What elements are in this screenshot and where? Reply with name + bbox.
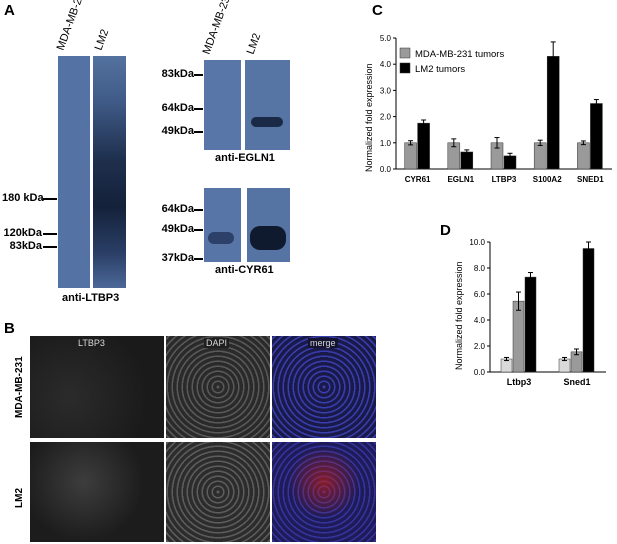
- y-tick-label: 3.0: [380, 86, 392, 95]
- panel-d-letter: D: [440, 222, 451, 239]
- egln1-blot-caption: anti-EGLN1: [215, 152, 275, 164]
- legend-swatch: [399, 62, 411, 74]
- panel-a-letter: A: [4, 2, 15, 19]
- egln1-marker-49: 49kDa: [161, 125, 194, 137]
- category-label: S100A2: [533, 175, 562, 184]
- ltbp3-lane-label-mda: MDA-MB-231: [54, 0, 89, 53]
- ltbp3-marker-83: 83kDa: [9, 240, 42, 252]
- y-tick-label: 5.0: [380, 34, 392, 43]
- cyr61-marker-37: 37kDa: [161, 252, 194, 264]
- cyr61-marker-64: 64kDa: [161, 203, 194, 215]
- y-tick-label: 0.0: [474, 368, 486, 377]
- egln1-blot-lane-lm2: [245, 60, 290, 150]
- chart-c: Normalized fold expression 0.0 1.0 2.0 3.0 4…: [364, 34, 612, 184]
- cyr61-band-mda: [208, 232, 234, 244]
- micro-ltbp3-mda: LTBP3: [30, 336, 164, 438]
- micro-dapi-lm2: [166, 442, 270, 542]
- cyr61-marker-tick-37: [194, 258, 203, 260]
- category-label: Sned1: [563, 377, 590, 387]
- y-tick-label: 0.0: [380, 165, 392, 174]
- panel-b-letter: B: [4, 320, 15, 337]
- y-tick-label: 10.0: [469, 238, 485, 247]
- chart-d-ylabel: Normalized fold expression: [454, 261, 464, 370]
- chart-c-ylabel: Normalized fold expression: [364, 63, 374, 172]
- legend-label: MDA-MB-231 tumors: [415, 49, 504, 60]
- ltbp3-blot-caption: anti-LTBP3: [62, 292, 120, 304]
- bar: [417, 122, 430, 170]
- y-tick-label: 2.0: [380, 113, 392, 122]
- bar: [577, 142, 590, 170]
- y-tick-label: 4.0: [474, 316, 486, 325]
- cyr61-blot-lane-mda: [204, 188, 241, 262]
- category-label: SNED1: [577, 175, 604, 184]
- micro-merge-lm2: [272, 442, 376, 542]
- egln1-band: [251, 117, 283, 127]
- category-label: CYR61: [405, 175, 431, 184]
- legend-label: LM2 tumors: [415, 64, 465, 75]
- category-label: EGLN1: [447, 175, 474, 184]
- y-tick-label: 4.0: [380, 60, 392, 69]
- cyr61-marker-tick-49: [194, 229, 203, 231]
- bar: [512, 300, 525, 373]
- bar: [524, 276, 537, 373]
- egln1-marker-83: 83kDa: [161, 68, 194, 80]
- y-tick-label: 2.0: [474, 342, 486, 351]
- micro-row-label-mda: MDA-MB-231: [14, 356, 25, 418]
- egln1-lane-label-mda: MDA-MB-231: [200, 0, 235, 57]
- egln1-lane-label-lm2: LM2: [244, 31, 264, 56]
- bar: [533, 142, 547, 170]
- legend-swatch: [399, 47, 411, 59]
- panel-c-letter: C: [372, 2, 383, 19]
- category-label: LTBP3: [492, 175, 517, 184]
- micro-row-label-lm2: LM2: [14, 488, 25, 508]
- y-tick-label: 6.0: [474, 290, 486, 299]
- bar: [590, 103, 603, 170]
- micro-col-label-ltbp3: LTBP3: [78, 338, 105, 348]
- bar: [546, 56, 560, 170]
- bar: [404, 142, 417, 170]
- micro-col-label-merge: merge: [308, 338, 338, 348]
- egln1-blot-lane-mda: [204, 60, 241, 150]
- y-tick-label: 1.0: [380, 139, 392, 148]
- cyr61-band-lm2: [250, 226, 286, 250]
- chart-d: Normalized fold expression 0.0 2.0 4.0 6.0 8…: [454, 238, 606, 387]
- bar: [582, 248, 595, 373]
- ltbp3-marker-180: 180 kDa: [2, 192, 44, 204]
- cyr61-blot-caption: anti-CYR61: [215, 264, 274, 276]
- micro-merge-mda: merge: [272, 336, 376, 438]
- egln1-marker-64: 64kDa: [161, 102, 194, 114]
- y-tick-label: 8.0: [474, 264, 486, 273]
- category-label: Ltbp3: [507, 377, 532, 387]
- cyr61-blot-lane-lm2: [247, 188, 290, 262]
- ltbp3-blot-lane-mda: [58, 56, 90, 288]
- egln1-marker-tick-83: [194, 74, 203, 76]
- micro-col-label-dapi: DAPI: [204, 338, 230, 348]
- ltbp3-marker-120: 120kDa: [3, 227, 42, 239]
- ltbp3-marker-tick-180: [43, 198, 57, 200]
- ltbp3-lane-label-lm2: LM2: [92, 27, 112, 52]
- egln1-marker-tick-49: [194, 131, 203, 133]
- egln1-marker-tick-64: [194, 108, 203, 110]
- ltbp3-marker-tick-120: [43, 233, 57, 235]
- cyr61-marker-49: 49kDa: [161, 223, 194, 235]
- micro-ltbp3-lm2: [30, 442, 164, 542]
- cyr61-marker-tick-64: [194, 209, 203, 211]
- ltbp3-marker-tick-83: [43, 246, 57, 248]
- ltbp3-blot-lane-lm2: [93, 56, 126, 288]
- micro-dapi-mda: DAPI: [166, 336, 270, 438]
